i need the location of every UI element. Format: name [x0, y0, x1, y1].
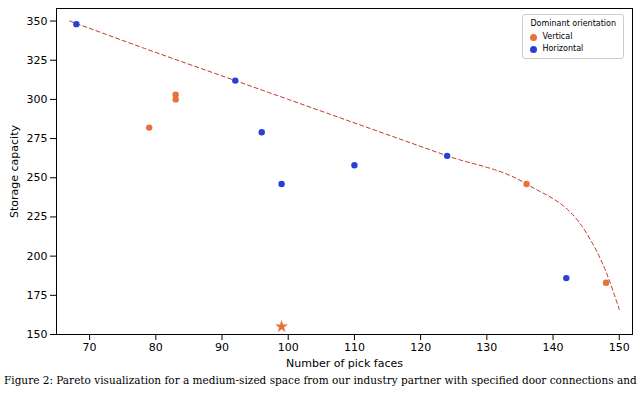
- svg-text:175: 175: [27, 289, 48, 302]
- svg-text:250: 250: [27, 171, 48, 184]
- svg-text:70: 70: [83, 341, 97, 354]
- svg-text:130: 130: [476, 341, 497, 354]
- svg-text:325: 325: [27, 54, 48, 67]
- svg-text:150: 150: [609, 341, 630, 354]
- html-text:Vertical: Vertical: [542, 32, 573, 41]
- svg-text:225: 225: [27, 210, 48, 223]
- svg-text:140: 140: [543, 341, 564, 354]
- html-text:Horizontal: Horizontal: [542, 44, 584, 53]
- svg-text:120: 120: [410, 341, 431, 354]
- svg-text:300: 300: [27, 93, 48, 106]
- svg-text:Storage capacity: Storage capacity: [8, 125, 21, 218]
- svg-text:275: 275: [27, 132, 48, 145]
- svg-text:100: 100: [278, 341, 299, 354]
- svg-text:350: 350: [27, 15, 48, 28]
- svg-text:Number of pick faces: Number of pick faces: [286, 357, 403, 370]
- svg-text:80: 80: [149, 341, 163, 354]
- svg-text:200: 200: [27, 250, 48, 263]
- svg-text:90: 90: [215, 341, 229, 354]
- svg-text:150: 150: [27, 328, 48, 341]
- html-text:Figure 2: Pareto visualization: Figure 2: Pareto visualization for a med…: [4, 374, 637, 386]
- html-text:Dominant orientation: Dominant orientation: [530, 19, 616, 28]
- svg-text:110: 110: [344, 341, 365, 354]
